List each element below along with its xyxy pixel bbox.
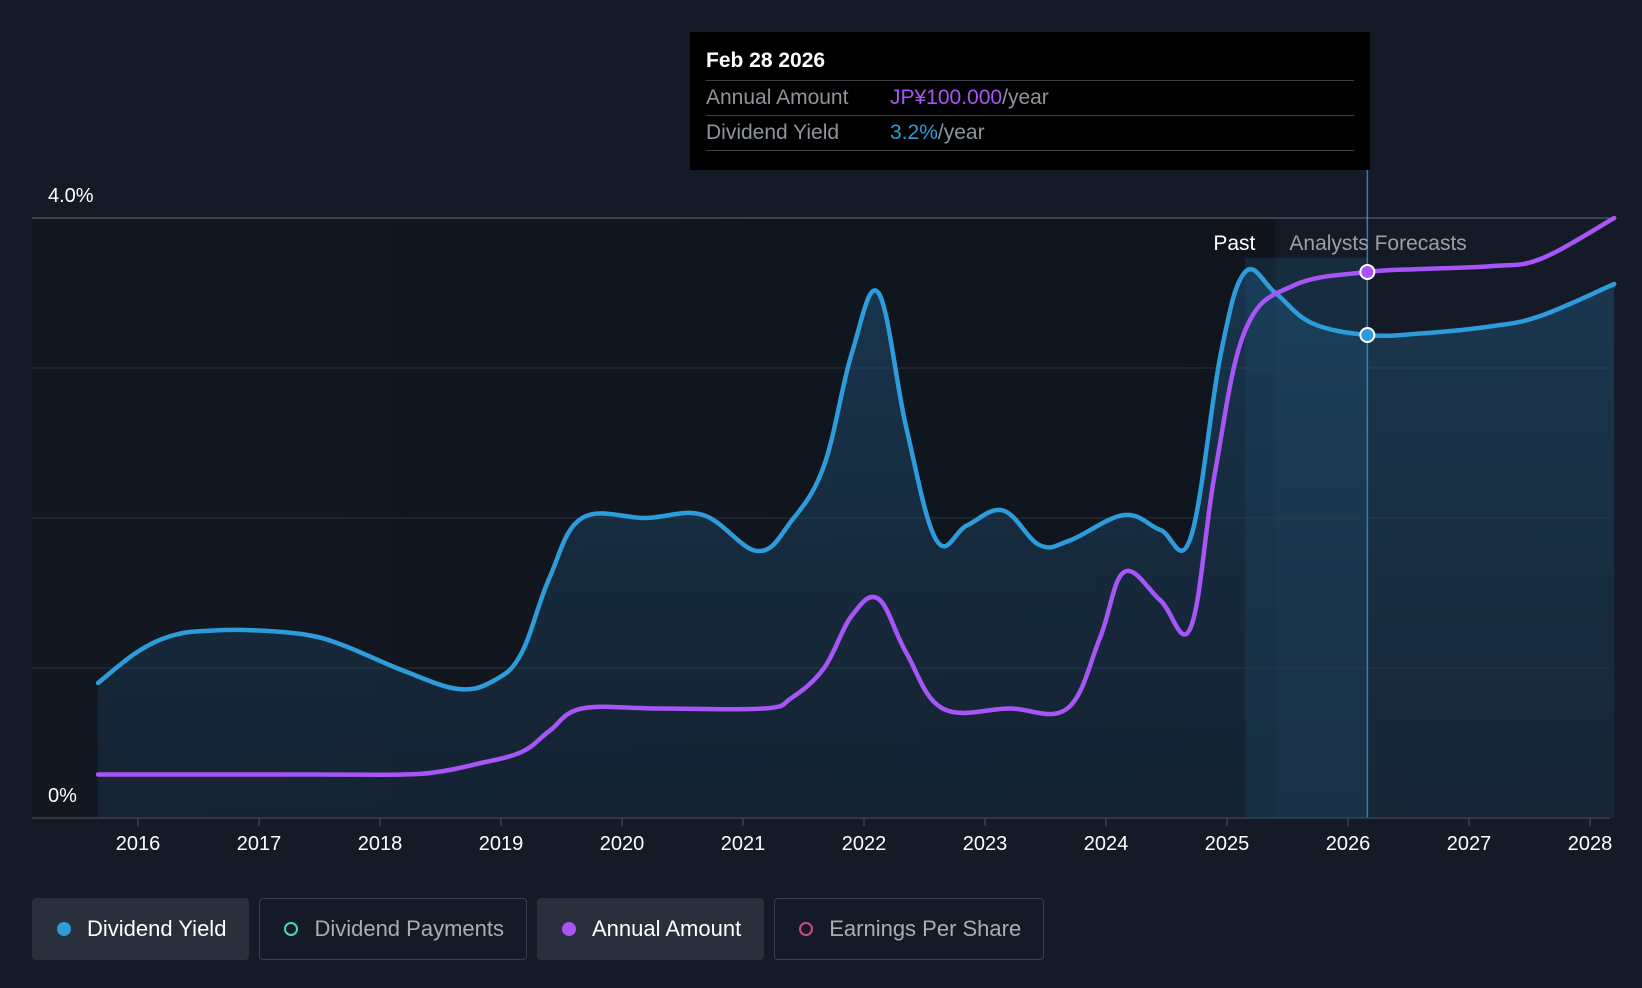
x-tick-label: 2026 (1326, 833, 1371, 855)
legend-dot-icon (284, 922, 299, 936)
x-tick-label: 2021 (721, 833, 766, 855)
legend-label: Dividend Payments (314, 916, 504, 941)
tooltip-date: Feb 28 2026 (706, 46, 1354, 81)
tooltip-unit: /year (937, 121, 985, 144)
x-tick-label: 2017 (237, 833, 282, 855)
x-tick-label: 2016 (116, 833, 161, 855)
data-tooltip: Feb 28 2026 Annual Amount JP¥100.000 /ye… (690, 32, 1370, 170)
dividend-yield-line (95, 267, 1617, 692)
y-axis-label-bottom: 0% (48, 785, 77, 807)
annual-amount-line (95, 215, 1617, 777)
x-tick-label: 2022 (842, 833, 887, 855)
legend-earnings-per-share-button[interactable]: Earnings Per Share (774, 898, 1045, 960)
legend-label: Annual Amount (591, 916, 742, 941)
tooltip-unit: /year (1002, 86, 1049, 109)
annual-amount-marker[interactable] (1359, 264, 1376, 280)
tooltip-row-annual-amount: Annual Amount JP¥100.000 /year (706, 81, 1354, 116)
x-tick-label: 2028 (1568, 833, 1613, 855)
tooltip-value: JP¥100.000 (890, 86, 1003, 109)
legend-label: Dividend Yield (87, 916, 227, 941)
legend-dot-icon (57, 922, 71, 936)
x-tick-label: 2023 (963, 833, 1008, 855)
x-tick-label: 2024 (1084, 833, 1129, 855)
tooltip-label: Annual Amount (706, 86, 849, 109)
legend-annual-amount-button[interactable]: Annual Amount (536, 898, 765, 960)
tooltip-value: 3.2% (890, 121, 938, 144)
tooltip-label: Dividend Yield (706, 121, 840, 144)
forecast-region-label: Analysts Forecasts (1289, 232, 1466, 255)
x-tick-label: 2020 (600, 833, 645, 855)
tooltip-row-dividend-yield: Dividend Yield 3.2% /year (706, 116, 1354, 151)
legend-dividend-payments-button[interactable]: Dividend Payments (259, 898, 527, 960)
legend-dot-icon (561, 922, 576, 936)
x-tick-label: 2019 (479, 833, 524, 855)
legend-dividend-yield-button[interactable]: Dividend Yield (32, 898, 250, 960)
x-tick-label: 2027 (1447, 833, 1492, 855)
y-axis-label-top: 4.0% (48, 185, 94, 207)
legend-dot-icon (799, 922, 814, 936)
past-region-label: Past (1213, 232, 1255, 255)
x-axis-ticks: 2016 2017 2018 2019 2020 2021 2022 2023 2024 2025… (116, 818, 1613, 855)
dividend-yield-marker[interactable] (1359, 327, 1376, 343)
x-tick-label: 2025 (1205, 833, 1250, 855)
chart-legend: Dividend Yield Dividend Payments Annual … (32, 898, 1045, 960)
legend-label: Earnings Per Share (829, 916, 1022, 941)
x-tick-label: 2018 (358, 833, 403, 855)
dividend-yield-area (98, 269, 1615, 819)
